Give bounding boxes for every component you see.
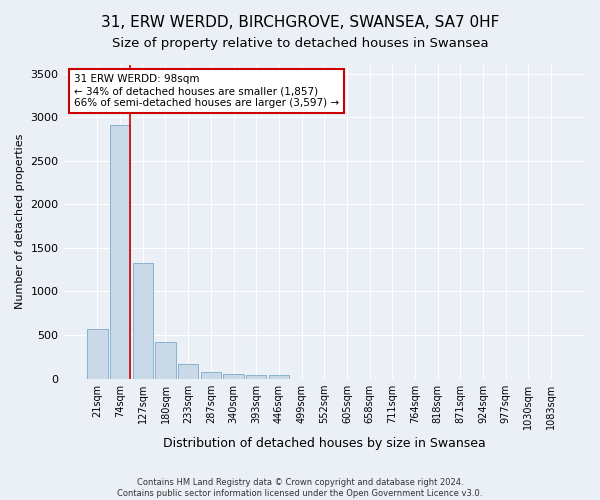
Bar — [87, 329, 107, 378]
Text: 31, ERW WERDD, BIRCHGROVE, SWANSEA, SA7 0HF: 31, ERW WERDD, BIRCHGROVE, SWANSEA, SA7 … — [101, 15, 499, 30]
Text: Size of property relative to detached houses in Swansea: Size of property relative to detached ho… — [112, 38, 488, 51]
Text: Contains HM Land Registry data © Crown copyright and database right 2024.
Contai: Contains HM Land Registry data © Crown c… — [118, 478, 482, 498]
X-axis label: Distribution of detached houses by size in Swansea: Distribution of detached houses by size … — [163, 437, 485, 450]
Y-axis label: Number of detached properties: Number of detached properties — [15, 134, 25, 310]
Bar — [133, 262, 153, 378]
Bar — [110, 125, 130, 378]
Bar — [155, 342, 176, 378]
Bar — [246, 374, 266, 378]
Bar — [178, 364, 199, 378]
Bar — [200, 372, 221, 378]
Bar — [223, 374, 244, 378]
Bar — [269, 374, 289, 378]
Text: 31 ERW WERDD: 98sqm
← 34% of detached houses are smaller (1,857)
66% of semi-det: 31 ERW WERDD: 98sqm ← 34% of detached ho… — [74, 74, 339, 108]
